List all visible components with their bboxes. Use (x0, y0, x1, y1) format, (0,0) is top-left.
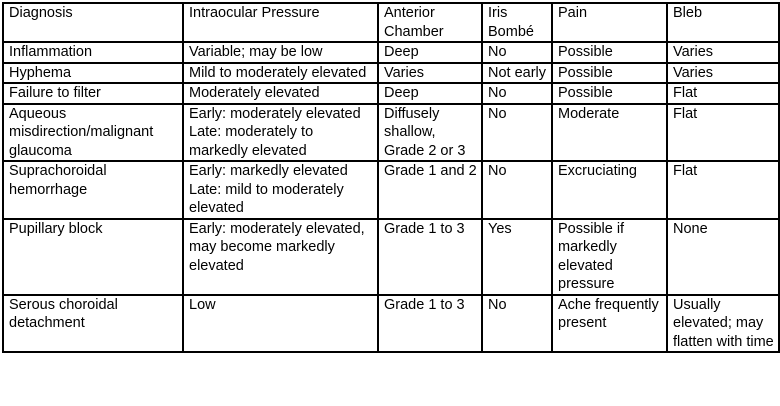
table-cell: No (481, 41, 553, 64)
header-cell: Diagnosis (2, 2, 184, 43)
table-cell: Aqueous misdirection/malignant glaucoma (2, 102, 184, 162)
table-cell: Possible (551, 61, 668, 84)
table-cell: Varies (377, 61, 483, 84)
table-cell: Inflammation (2, 41, 184, 64)
header-cell: Intraocular Pressure (182, 2, 379, 43)
table-cell: Ache frequently present (551, 293, 668, 353)
table-cell: Possible if markedly elevated pressure (551, 217, 668, 296)
table-row: Aqueous misdirection/malignant glaucoma E… (2, 102, 780, 162)
table-cell: Excruciating (551, 160, 668, 220)
table-cell: Moderately elevated (182, 82, 379, 105)
table-cell: Pupillary block (2, 217, 184, 296)
table-cell: Usually elevated; may flatten with time (666, 293, 780, 353)
table-cell: No (481, 160, 553, 220)
header-cell: Anterior Chamber (377, 2, 483, 43)
table-cell: Low (182, 293, 379, 353)
table-row: Failure to filter Moderately elevated Deep… (2, 82, 780, 105)
table-cell: Serous choroidal detachment (2, 293, 184, 353)
table-row: Serous choroidal detachment Low Grade 1 to… (2, 293, 780, 353)
table-cell: Flat (666, 82, 780, 105)
table-cell: Grade 1 to 3 (377, 217, 483, 296)
diagnosis-table: Diagnosis Intraocular Pressure Anterior … (2, 2, 780, 353)
table-cell: Varies (666, 61, 780, 84)
table-cell: Diffusely shallow, Grade 2 or 3 (377, 102, 483, 162)
table-cell: Possible (551, 82, 668, 105)
table-cell: No (481, 293, 553, 353)
table-row: Suprachoroidal hemorrhage Early: markedly… (2, 160, 780, 220)
table-cell: No (481, 102, 553, 162)
table-cell: Mild to moderately elevated (182, 61, 379, 84)
table-cell: Possible (551, 41, 668, 64)
table-cell: Suprachoroidal hemorrhage (2, 160, 184, 220)
table-cell: Not early (481, 61, 553, 84)
header-cell: Iris Bombé (481, 2, 553, 43)
header-row: Diagnosis Intraocular Pressure Anterior … (2, 2, 780, 43)
table-cell: Early: markedly elevated Late: mild to m… (182, 160, 379, 220)
table-cell: Deep (377, 41, 483, 64)
table-cell: Moderate (551, 102, 668, 162)
table-cell: No (481, 82, 553, 105)
table-cell: None (666, 217, 780, 296)
table-cell: Varies (666, 41, 780, 64)
table-row: Inflammation Variable; may be low Deep No Po… (2, 41, 780, 64)
table-cell: Early: moderately elevated, may become m… (182, 217, 379, 296)
header-cell: Bleb (666, 2, 780, 43)
table-cell: Failure to filter (2, 82, 184, 105)
table-cell: Deep (377, 82, 483, 105)
table-cell: Yes (481, 217, 553, 296)
table-cell: Early: moderately elevated Late: moderat… (182, 102, 379, 162)
table-cell: Flat (666, 160, 780, 220)
table-cell: Grade 1 to 3 (377, 293, 483, 353)
table-row: Pupillary block Early: moderately elevate… (2, 217, 780, 296)
table-cell: Hyphema (2, 61, 184, 84)
table-cell: Flat (666, 102, 780, 162)
table-cell: Variable; may be low (182, 41, 379, 64)
header-cell: Pain (551, 2, 668, 43)
table-row: Hyphema Mild to moderately elevated Varies… (2, 61, 780, 84)
table-cell: Grade 1 and 2 (377, 160, 483, 220)
